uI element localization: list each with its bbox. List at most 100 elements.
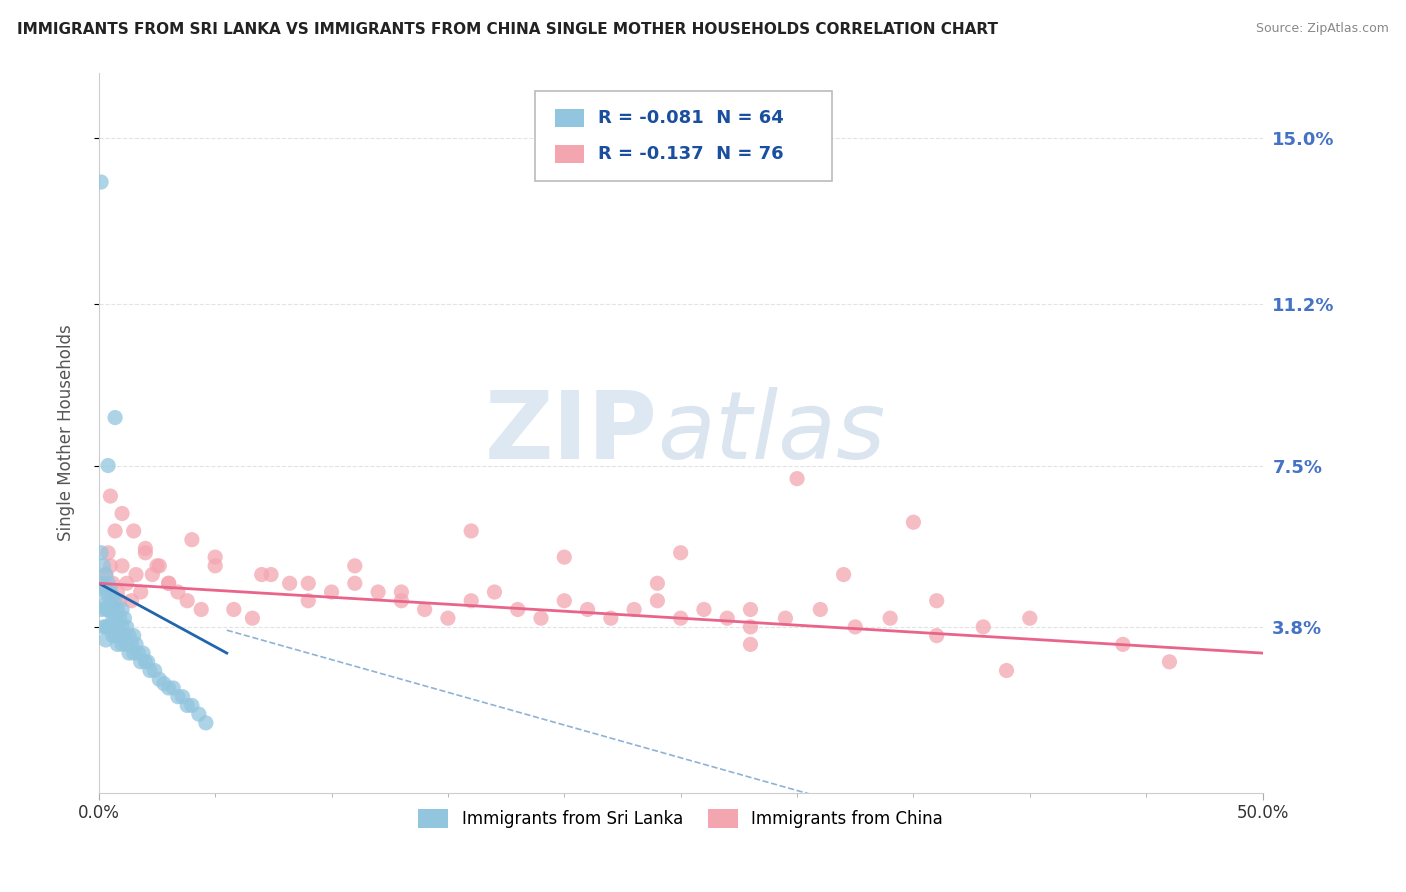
Point: [90, 175, 112, 189]
Point: [122, 524, 145, 538]
Point: [127, 646, 149, 660]
Point: [93, 558, 115, 573]
Point: [204, 550, 226, 565]
Point: [925, 629, 948, 643]
Point: [94, 620, 117, 634]
Point: [120, 593, 142, 607]
Point: [97, 546, 120, 560]
Point: [250, 567, 273, 582]
Point: [222, 602, 245, 616]
Point: [172, 690, 194, 704]
Point: [204, 558, 226, 573]
Point: [100, 585, 122, 599]
Point: [100, 558, 122, 573]
FancyBboxPatch shape: [555, 110, 583, 128]
Point: [157, 681, 180, 695]
Point: [879, 611, 901, 625]
Point: [180, 698, 202, 713]
Point: [97, 590, 120, 604]
Point: [90, 546, 112, 560]
Point: [844, 620, 866, 634]
Point: [94, 632, 117, 647]
Point: [343, 558, 366, 573]
Point: [107, 637, 129, 651]
Point: [1018, 611, 1040, 625]
Point: [93, 620, 115, 634]
Point: [190, 602, 212, 616]
Point: [111, 620, 134, 634]
Point: [122, 646, 145, 660]
Point: [148, 672, 170, 686]
Point: [623, 602, 645, 616]
Point: [129, 655, 152, 669]
Point: [94, 567, 117, 582]
Point: [146, 558, 169, 573]
Point: [115, 620, 138, 634]
Point: [153, 676, 176, 690]
Point: [129, 585, 152, 599]
Text: R = -0.081  N = 64: R = -0.081 N = 64: [598, 110, 783, 128]
Point: [553, 593, 575, 607]
Point: [139, 664, 162, 678]
Point: [1159, 655, 1181, 669]
Point: [506, 602, 529, 616]
Point: [136, 655, 159, 669]
Point: [278, 576, 301, 591]
Y-axis label: Single Mother Households: Single Mother Households: [58, 325, 75, 541]
Point: [141, 567, 163, 582]
Point: [925, 593, 948, 607]
Point: [101, 576, 124, 591]
Point: [389, 593, 412, 607]
Point: [134, 546, 156, 560]
Point: [101, 629, 124, 643]
Text: IMMIGRANTS FROM SRI LANKA VS IMMIGRANTS FROM CHINA SINGLE MOTHER HOUSEHOLDS CORR: IMMIGRANTS FROM SRI LANKA VS IMMIGRANTS …: [17, 22, 998, 37]
Point: [740, 602, 762, 616]
Point: [180, 533, 202, 547]
Point: [100, 598, 122, 612]
Point: [343, 576, 366, 591]
Text: ZIP: ZIP: [485, 387, 658, 479]
Point: [1112, 637, 1135, 651]
Point: [669, 611, 692, 625]
Point: [148, 558, 170, 573]
Point: [740, 637, 762, 651]
Point: [599, 611, 621, 625]
Point: [553, 550, 575, 565]
Point: [669, 546, 692, 560]
Point: [108, 593, 131, 607]
Point: [367, 585, 389, 599]
Point: [94, 602, 117, 616]
Point: [122, 629, 145, 643]
Point: [647, 593, 669, 607]
Point: [143, 664, 166, 678]
Point: [100, 620, 122, 634]
Point: [297, 576, 319, 591]
Point: [104, 611, 127, 625]
Point: [132, 646, 155, 660]
Point: [176, 698, 198, 713]
Point: [187, 707, 209, 722]
Point: [101, 611, 124, 625]
Point: [111, 507, 134, 521]
Point: [530, 611, 553, 625]
Point: [808, 602, 831, 616]
Point: [108, 611, 131, 625]
Point: [94, 585, 117, 599]
Text: Source: ZipAtlas.com: Source: ZipAtlas.com: [1256, 22, 1389, 36]
FancyBboxPatch shape: [536, 91, 832, 181]
Point: [716, 611, 738, 625]
Point: [242, 611, 264, 625]
Point: [460, 524, 482, 538]
Point: [903, 515, 925, 529]
Point: [389, 585, 412, 599]
Point: [90, 576, 112, 591]
Point: [108, 629, 131, 643]
Point: [104, 629, 127, 643]
Text: atlas: atlas: [658, 387, 886, 478]
Point: [118, 629, 141, 643]
Point: [101, 602, 124, 616]
Point: [134, 655, 156, 669]
Point: [107, 620, 129, 634]
Point: [125, 637, 148, 651]
Point: [321, 585, 343, 599]
